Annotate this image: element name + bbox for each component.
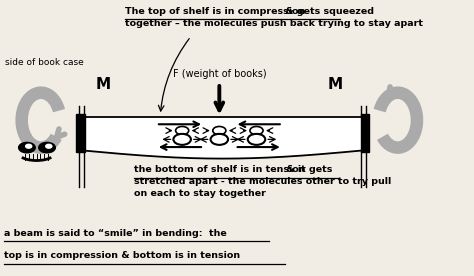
Circle shape <box>26 144 32 148</box>
Text: & it gets: & it gets <box>283 165 332 174</box>
Text: M: M <box>328 77 343 92</box>
Text: on each to stay together: on each to stay together <box>134 189 266 198</box>
Circle shape <box>248 134 265 145</box>
Text: & gets squeezed: & gets squeezed <box>282 7 374 16</box>
Text: stretched apart - the molecules other to try pull: stretched apart - the molecules other to… <box>134 177 392 186</box>
Text: The top of shelf is in compression: The top of shelf is in compression <box>125 7 306 16</box>
Text: a beam is said to “smile” in bending:  the: a beam is said to “smile” in bending: th… <box>4 229 227 238</box>
Text: top is in compression & bottom is in tension: top is in compression & bottom is in ten… <box>4 251 240 260</box>
Circle shape <box>46 144 52 148</box>
Text: together – the molecules push back trying to stay apart: together – the molecules push back tryin… <box>125 18 423 28</box>
Text: the bottom of shelf is in tension: the bottom of shelf is in tension <box>134 165 306 174</box>
Circle shape <box>39 142 55 153</box>
Text: side of book case: side of book case <box>5 58 84 67</box>
Circle shape <box>210 134 228 145</box>
Bar <box>76 113 85 152</box>
Text: F (weight of books): F (weight of books) <box>173 69 266 79</box>
Circle shape <box>18 142 35 153</box>
Polygon shape <box>82 117 364 159</box>
Bar <box>361 113 369 152</box>
Circle shape <box>173 134 191 145</box>
Text: M: M <box>96 77 111 92</box>
